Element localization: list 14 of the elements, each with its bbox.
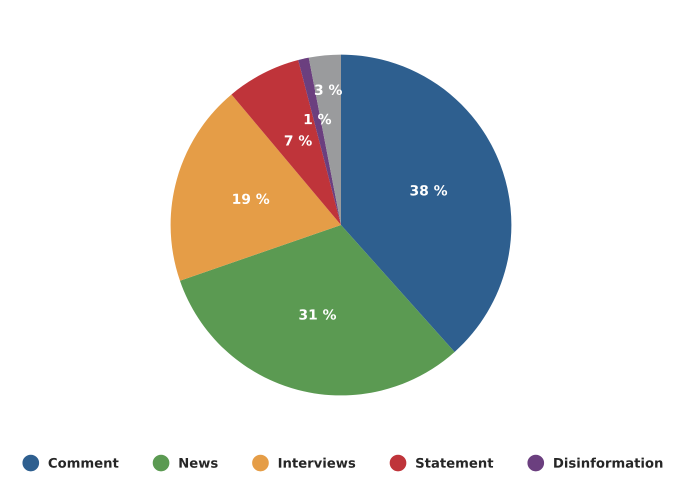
legend-label: Comment <box>48 458 119 468</box>
data-label: 7 % <box>284 135 312 146</box>
pie-slice <box>231 60 341 225</box>
pie-slice <box>341 54 512 352</box>
legend-label: Disinformation <box>554 458 662 468</box>
data-label: 38 % <box>410 185 448 196</box>
legend-label: Statement <box>416 458 494 468</box>
pie-slice <box>180 225 455 396</box>
legend-label: Interviews <box>278 458 356 468</box>
pie-slice <box>170 94 341 281</box>
data-label: 19 % <box>233 194 270 204</box>
legend-label: News <box>179 458 218 468</box>
data-label: 31 % <box>299 309 336 320</box>
pie-slice <box>298 58 341 225</box>
